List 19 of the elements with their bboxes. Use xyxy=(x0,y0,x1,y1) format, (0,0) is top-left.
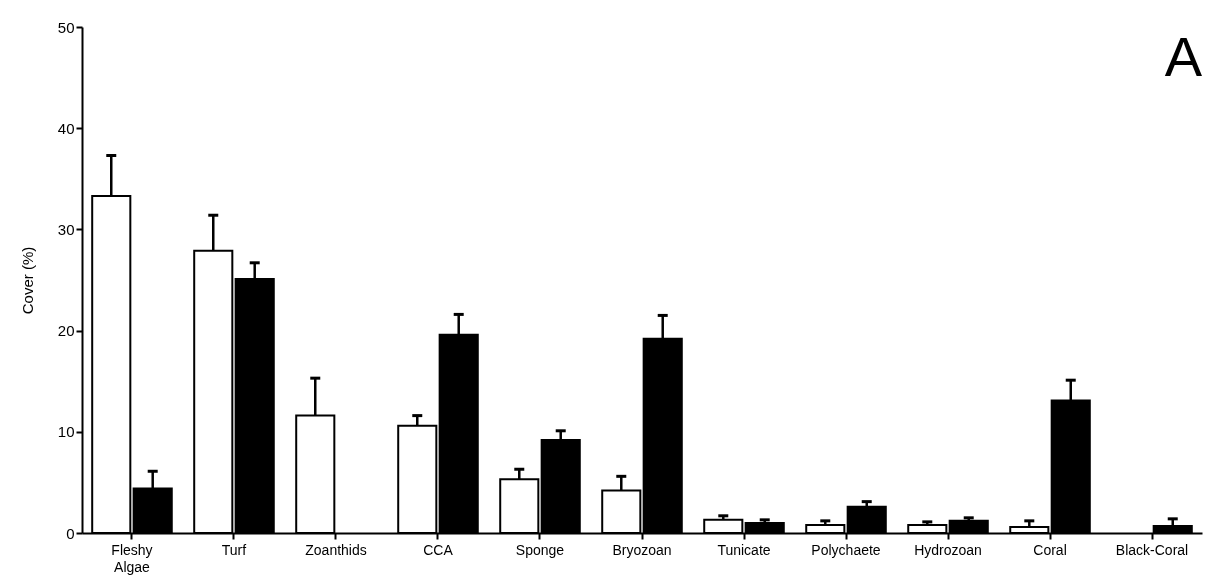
y-tick-label: 30 xyxy=(57,220,75,238)
x-tick-label: Fleshy Algae xyxy=(111,541,153,575)
x-tick-label: Polychaete xyxy=(811,541,881,558)
y-axis-title: Cover (%) xyxy=(18,246,36,315)
x-tick-label: Hydrozoan xyxy=(914,541,982,558)
x-tick-label: Tunicate xyxy=(717,541,771,558)
y-tick-label: 10 xyxy=(57,423,75,441)
y-tick-label: 0 xyxy=(66,524,75,542)
annotation: A xyxy=(1164,25,1203,88)
x-tick-label: Turf xyxy=(221,541,247,558)
x-tick-label: Sponge xyxy=(515,541,565,558)
y-tick-label: 20 xyxy=(57,322,75,340)
y-tick-label: 50 xyxy=(57,18,75,36)
x-tick-label: Bryozoan xyxy=(612,541,672,558)
x-tick-label: Zoanthids xyxy=(305,541,367,558)
y-tick-label: 40 xyxy=(57,119,75,137)
x-tick-label: Coral xyxy=(1033,541,1067,558)
x-tick-label: Black-Coral xyxy=(1115,541,1189,558)
x-tick-label: CCA xyxy=(423,541,454,558)
